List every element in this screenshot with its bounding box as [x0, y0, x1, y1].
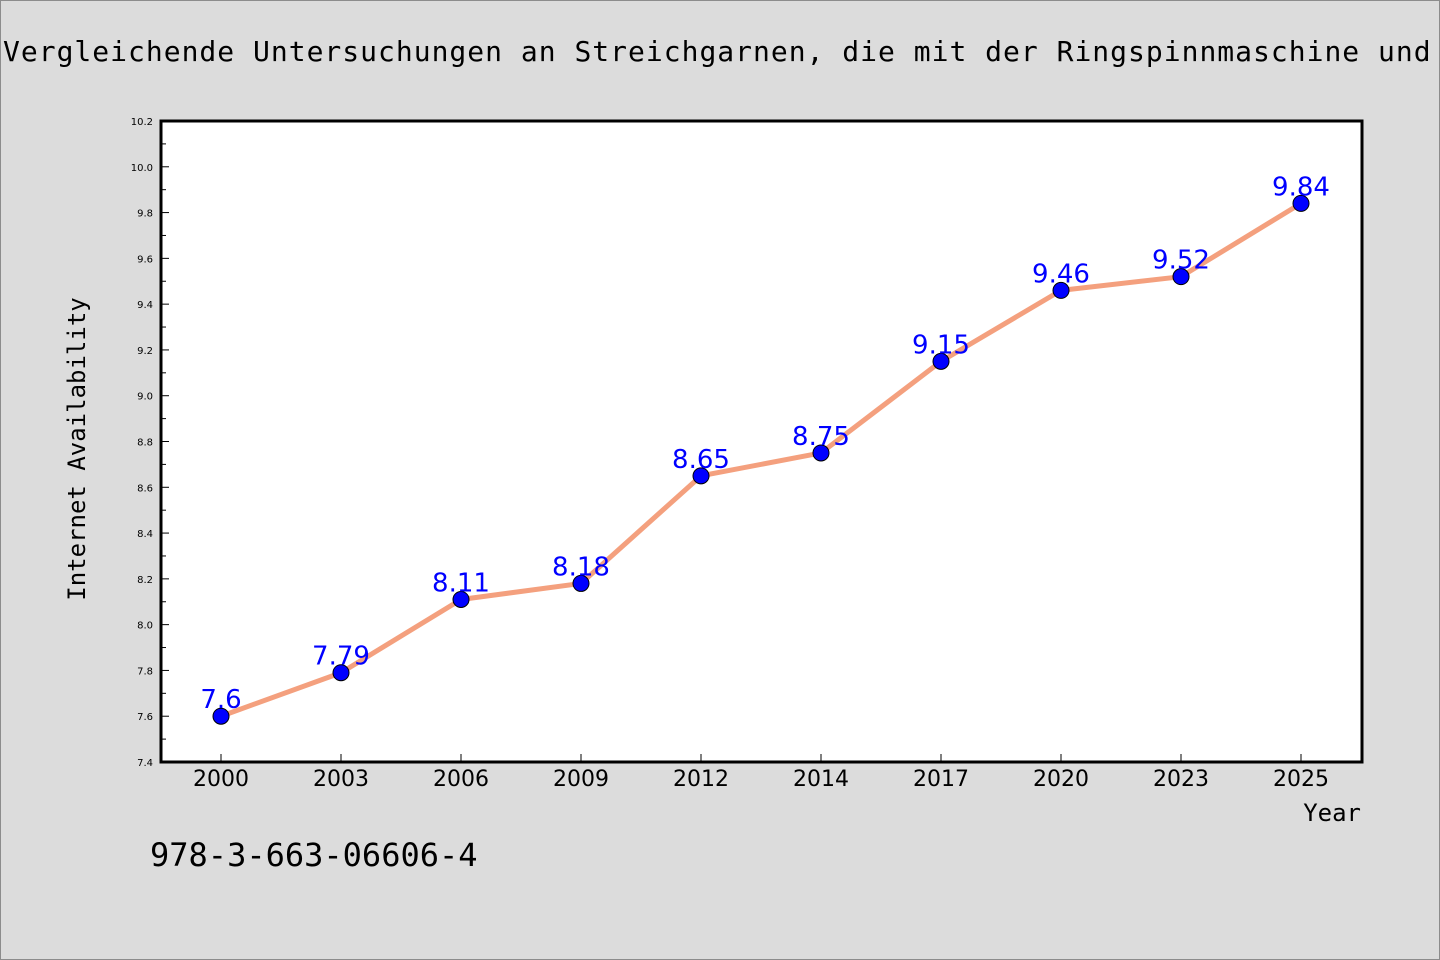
- data-point: [1292, 194, 1310, 212]
- x-tick-label: 2014: [793, 767, 849, 792]
- y-tick-label: 10.0: [131, 163, 153, 174]
- data-label: 9.52: [1152, 246, 1210, 276]
- plot-area: [159, 119, 1364, 764]
- x-tick-label: 2020: [1033, 767, 1089, 792]
- x-tick-label: 2009: [553, 767, 609, 792]
- x-tick-label: 2023: [1153, 767, 1209, 792]
- data-point: [572, 574, 590, 592]
- y-tick-label: 7.6: [137, 712, 153, 723]
- y-tick-label: 8.4: [137, 529, 153, 540]
- x-tick-label: 2003: [313, 767, 369, 792]
- y-axis: 7.4 7.6 7.8 8.0 8.2 8.4 8.6 8.8 9.0 9.2 9.4 9.6 9.8 1…: [131, 117, 169, 769]
- y-axis-label: Internet Availability: [63, 297, 91, 600]
- y-tick-label: 7.4: [137, 758, 153, 769]
- data-point: [692, 467, 710, 485]
- y-tick-label: 8.6: [137, 483, 153, 494]
- data-label: 7.79: [312, 642, 370, 672]
- data-label: 9.46: [1032, 259, 1090, 289]
- y-tick-label: 10.2: [131, 117, 153, 128]
- data-label: 7.6: [200, 685, 241, 715]
- x-axis: 2000 2003 2006 2009 2012 2014 2017 2020 2023 2025: [193, 754, 1329, 792]
- x-tick-label: 2006: [433, 767, 489, 792]
- data-label: 8.75: [792, 422, 850, 452]
- y-tick-label: 7.8: [137, 666, 153, 677]
- y-tick-label: 9.6: [137, 254, 153, 265]
- x-tick-label: 2017: [913, 767, 969, 792]
- x-axis-label: Year: [1303, 799, 1361, 827]
- y-tick-label: 8.0: [137, 621, 153, 632]
- data-label: 8.11: [432, 568, 490, 598]
- series-line: [220, 201, 1303, 719]
- data-label: 8.65: [672, 445, 730, 475]
- y-tick-label: 9.2: [137, 346, 153, 357]
- footer-isbn-text: 978-3-663-06606-4: [150, 836, 478, 874]
- y-tick-label: 8.8: [137, 438, 153, 449]
- data-label: 9.15: [912, 330, 970, 360]
- chart-title: Vergleichende Untersuchungen an Streichg…: [3, 35, 1432, 68]
- y-tick-label: 9.4: [137, 300, 153, 311]
- y-tick-label: 9.0: [137, 392, 153, 403]
- y-tick-label: 9.8: [137, 209, 153, 220]
- x-tick-label: 2012: [673, 767, 729, 792]
- data-label: 9.84: [1272, 172, 1330, 202]
- data-point: [812, 444, 830, 462]
- data-point: [1172, 268, 1190, 286]
- y-tick-label: 8.2: [137, 575, 153, 586]
- x-tick-label: 2000: [193, 767, 249, 792]
- data-point: [1052, 281, 1070, 299]
- series-layer: 7.6 7.79 8.11 8.18 8.65 8.75 9.15 9.46 9.52 9.84: [200, 172, 1330, 725]
- data-point: [452, 590, 470, 608]
- x-tick-label: 2025: [1273, 767, 1329, 792]
- data-point: [332, 664, 350, 682]
- data-point: [932, 352, 950, 370]
- data-point: [212, 707, 230, 725]
- data-label: 8.18: [552, 552, 610, 582]
